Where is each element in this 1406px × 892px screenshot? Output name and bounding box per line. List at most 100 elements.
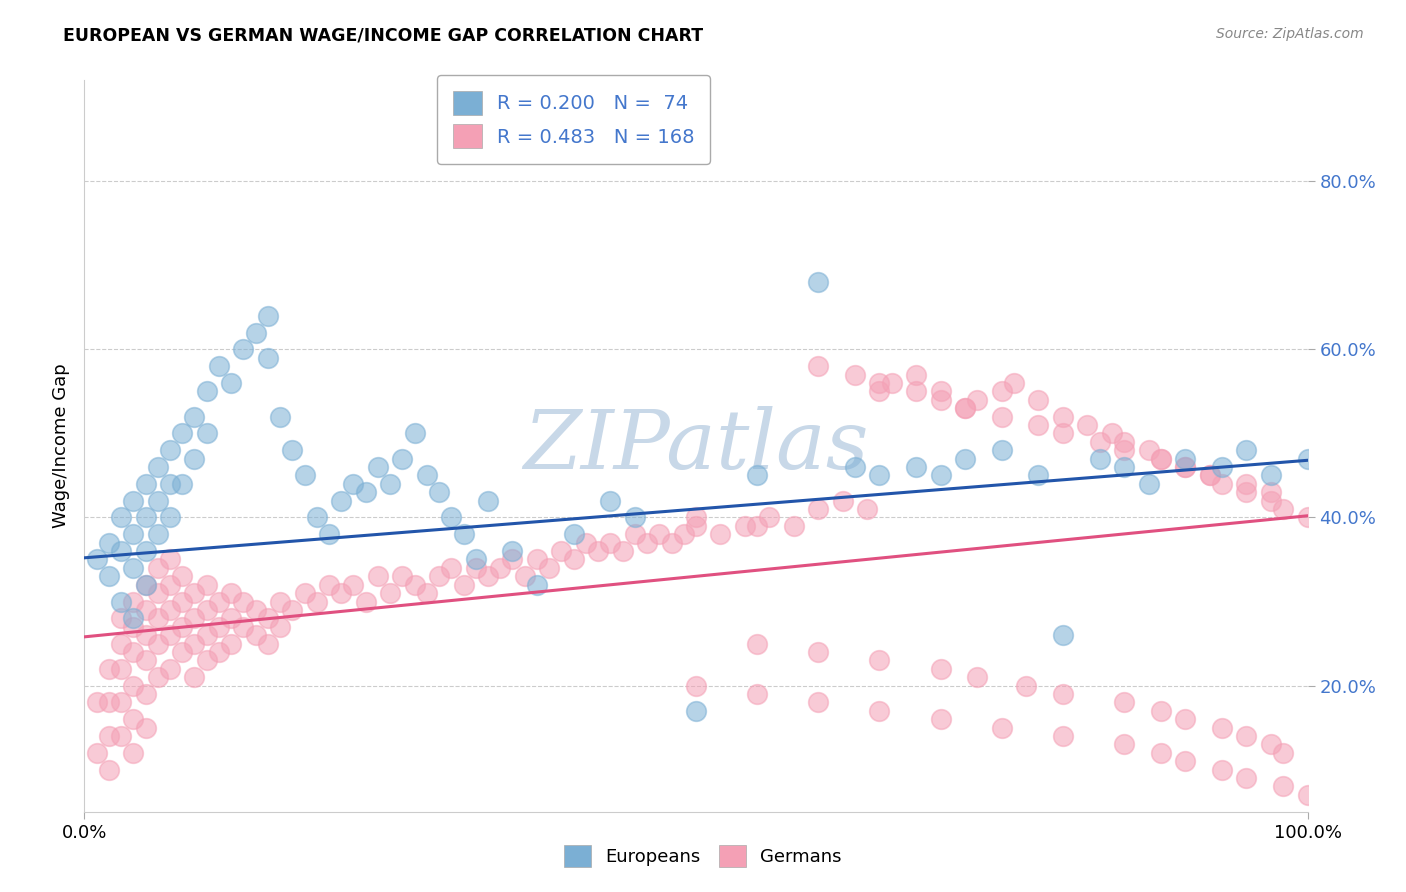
Point	[110, 510, 132, 524]
Point	[905, 460, 928, 475]
Point	[122, 611, 145, 625]
Point	[1236, 485, 1258, 500]
Point	[97, 729, 120, 743]
Point	[747, 687, 769, 701]
Point	[195, 603, 218, 617]
Point	[929, 662, 952, 676]
Point	[807, 359, 830, 373]
Point	[135, 476, 157, 491]
Point	[929, 712, 952, 726]
Point	[612, 544, 634, 558]
Point	[294, 468, 316, 483]
Point	[257, 309, 280, 323]
Point	[195, 653, 218, 667]
Point	[269, 594, 291, 608]
Point	[1015, 679, 1038, 693]
Legend: Europeans, Germans: Europeans, Germans	[557, 838, 849, 874]
Point	[122, 561, 145, 575]
Point	[183, 409, 205, 424]
Point	[232, 594, 254, 608]
Point	[966, 670, 988, 684]
Point	[97, 763, 120, 777]
Point	[219, 611, 242, 625]
Point	[159, 510, 181, 524]
Point	[305, 510, 328, 524]
Point	[122, 594, 145, 608]
Point	[636, 535, 658, 549]
Point	[269, 620, 291, 634]
Point	[869, 653, 891, 667]
Point	[685, 519, 707, 533]
Point	[110, 636, 132, 650]
Point	[195, 426, 218, 441]
Point	[747, 636, 769, 650]
Point	[685, 679, 707, 693]
Point	[624, 510, 647, 524]
Point	[440, 561, 463, 575]
Point	[330, 586, 353, 600]
Point	[1236, 771, 1258, 785]
Point	[856, 502, 879, 516]
Point	[135, 544, 157, 558]
Point	[562, 527, 585, 541]
Point	[844, 368, 866, 382]
Point	[257, 351, 280, 365]
Point	[135, 628, 157, 642]
Point	[807, 275, 830, 289]
Point	[1114, 460, 1136, 475]
Point	[219, 376, 242, 390]
Point	[219, 586, 242, 600]
Point	[1114, 738, 1136, 752]
Point	[758, 510, 780, 524]
Point	[380, 586, 402, 600]
Point	[122, 493, 145, 508]
Point	[159, 552, 181, 566]
Point	[599, 493, 621, 508]
Point	[159, 443, 181, 458]
Point	[122, 527, 145, 541]
Point	[1296, 510, 1319, 524]
Point	[1260, 738, 1282, 752]
Point	[709, 527, 731, 541]
Point	[1028, 468, 1050, 483]
Point	[477, 493, 499, 508]
Point	[281, 443, 304, 458]
Point	[110, 662, 132, 676]
Text: EUROPEAN VS GERMAN WAGE/INCOME GAP CORRELATION CHART: EUROPEAN VS GERMAN WAGE/INCOME GAP CORRE…	[63, 27, 703, 45]
Point	[1236, 476, 1258, 491]
Point	[404, 426, 426, 441]
Point	[1236, 443, 1258, 458]
Point	[367, 569, 389, 583]
Point	[427, 485, 450, 500]
Point	[869, 704, 891, 718]
Point	[391, 569, 413, 583]
Point	[966, 392, 988, 407]
Point	[991, 384, 1014, 399]
Point	[86, 695, 108, 709]
Point	[208, 359, 231, 373]
Point	[135, 653, 157, 667]
Point	[1174, 754, 1197, 768]
Point	[245, 603, 267, 617]
Point	[122, 620, 145, 634]
Point	[526, 578, 548, 592]
Point	[281, 603, 304, 617]
Point	[586, 544, 609, 558]
Point	[562, 552, 585, 566]
Point	[844, 460, 866, 475]
Point	[416, 468, 439, 483]
Point	[1052, 409, 1074, 424]
Point	[1088, 434, 1111, 449]
Point	[807, 645, 830, 659]
Point	[1272, 746, 1295, 760]
Point	[195, 578, 218, 592]
Point	[208, 620, 231, 634]
Point	[110, 611, 132, 625]
Point	[245, 628, 267, 642]
Point	[477, 569, 499, 583]
Point	[146, 586, 169, 600]
Point	[991, 409, 1014, 424]
Point	[172, 476, 194, 491]
Point	[342, 578, 364, 592]
Point	[146, 460, 169, 475]
